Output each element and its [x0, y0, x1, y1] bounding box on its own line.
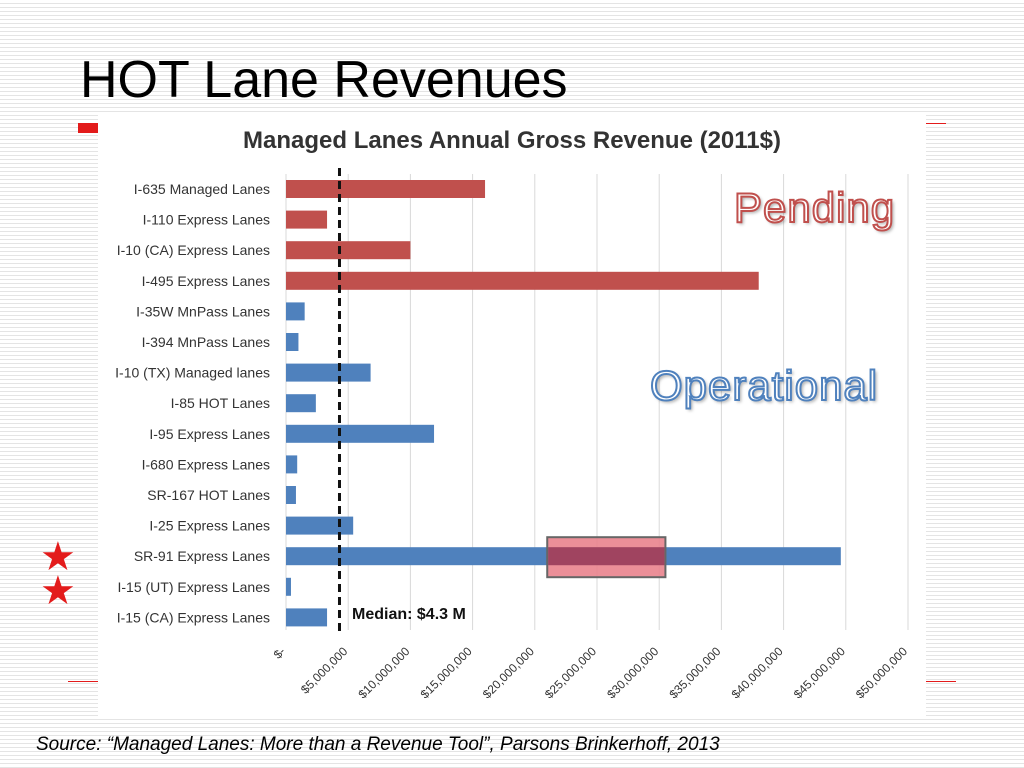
- median-label: Median: $4.3 M: [352, 606, 466, 623]
- x-tick-label-7: $35,000,000: [666, 644, 723, 701]
- operational-label: Operational: [649, 361, 879, 410]
- bar-14: [286, 608, 328, 627]
- x-tick-label-3: $15,000,000: [418, 644, 475, 701]
- bar-1: [286, 210, 328, 229]
- x-tick-label-2: $10,000,000: [355, 644, 412, 701]
- category-label-8: I-95 Express Lanes: [149, 426, 270, 442]
- star-icon-i15-ut: ★: [40, 568, 76, 614]
- overlays: [337, 168, 667, 632]
- slide-title: HOT Lane Revenues: [80, 51, 568, 109]
- bar-6: [286, 363, 371, 382]
- category-label-11: I-25 Express Lanes: [149, 518, 270, 534]
- category-label-7: I-85 HOT Lanes: [171, 395, 270, 411]
- bar-10: [286, 486, 296, 504]
- revenue-chart-panel: Managed Lanes Annual Gross Revenue (2011…: [98, 112, 926, 716]
- category-label-0: I-635 Managed Lanes: [134, 181, 270, 197]
- bar-0: [286, 180, 486, 198]
- bar-4: [286, 302, 305, 321]
- x-tick-label-9: $45,000,000: [791, 644, 848, 701]
- category-label-2: I-10 (CA) Express Lanes: [117, 242, 270, 258]
- title-underline-right: [926, 123, 946, 124]
- x-tick-label-0: $-: [271, 644, 288, 661]
- x-tick-labels: $- $5,000,000 $10,000,000 $15,000,000 $20,00…: [271, 644, 911, 701]
- x-tick-label-10: $50,000,000: [853, 644, 910, 701]
- title-accent-bar: [78, 123, 98, 133]
- x-tick-label-5: $25,000,000: [542, 644, 599, 701]
- bar-13: [286, 577, 291, 596]
- category-label-14: I-15 (CA) Express Lanes: [117, 609, 270, 625]
- x-tick-label-1: $5,000,000: [298, 644, 351, 697]
- category-label-13: I-15 (UT) Express Lanes: [118, 579, 271, 595]
- category-label-6: I-10 (TX) Managed lanes: [115, 365, 270, 381]
- bar-5: [286, 333, 299, 351]
- bar-8: [286, 424, 435, 443]
- highlight-box-overlap: [548, 547, 665, 566]
- bar-7: [286, 394, 316, 413]
- category-labels: I-635 Managed Lanes I-110 Express Lanes I-…: [115, 181, 270, 625]
- category-label-4: I-35W MnPass Lanes: [136, 303, 270, 319]
- revenue-bar-chart: Managed Lanes Annual Gross Revenue (2011…: [115, 127, 911, 701]
- category-label-10: SR-167 HOT Lanes: [147, 487, 270, 503]
- bars: [286, 180, 841, 627]
- bar-11: [286, 516, 354, 535]
- source-citation: Source: “Managed Lanes: More than a Reve…: [36, 734, 720, 755]
- x-tick-label-4: $20,000,000: [480, 644, 537, 701]
- category-label-5: I-394 MnPass Lanes: [142, 334, 270, 350]
- category-label-1: I-110 Express Lanes: [143, 212, 270, 228]
- x-tick-label-8: $40,000,000: [729, 644, 786, 701]
- footer-rule-left: [68, 681, 98, 682]
- x-tick-label-6: $30,000,000: [604, 644, 661, 701]
- category-label-12: SR-91 Express Lanes: [134, 548, 270, 564]
- pending-label: Pending: [733, 183, 896, 232]
- bar-2: [286, 241, 411, 260]
- footer-rule-right: [926, 681, 956, 682]
- bar-9: [286, 455, 298, 474]
- category-label-9: I-680 Express Lanes: [142, 456, 270, 472]
- category-label-3: I-495 Express Lanes: [142, 273, 270, 289]
- star-icon-sr91: ★: [40, 534, 76, 580]
- chart-title: Managed Lanes Annual Gross Revenue (2011…: [243, 127, 781, 154]
- bar-3: [286, 271, 759, 290]
